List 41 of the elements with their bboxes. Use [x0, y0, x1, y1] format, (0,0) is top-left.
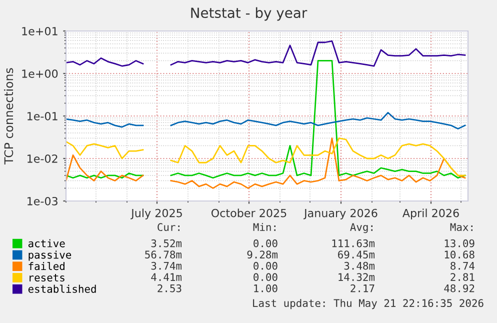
legend-label: resets — [30, 274, 64, 282]
text: 8.74 — [450, 262, 475, 270]
text: 0.00 — [254, 239, 278, 248]
text: 10.68 — [444, 250, 474, 259]
legend-label: passive — [28, 250, 72, 261]
text: Avg: — [350, 223, 372, 234]
text: 3.52m — [151, 239, 182, 248]
text: 56.78m — [145, 250, 182, 259]
text: 14.32m — [338, 273, 375, 282]
legend-label: failed — [28, 262, 64, 270]
text: 3.48m — [344, 262, 375, 270]
text: 69.45m — [338, 250, 375, 259]
y-tick-label: 1e-02 — [28, 154, 58, 163]
text: Max: — [450, 223, 472, 232]
x-tick-label: October 2025 — [211, 208, 286, 218]
y-axis-title: TCP connections — [4, 68, 14, 164]
y-tick-label: 1e+00 — [22, 69, 58, 78]
y-tick-label: 1e+01 — [22, 26, 58, 36]
y-tick-label: 1e-03 — [28, 196, 58, 206]
text: 9.28m — [247, 250, 278, 259]
text: 2.81 — [450, 273, 474, 282]
text: 2.53 — [158, 284, 182, 292]
text: Cur: — [158, 223, 180, 232]
text: Last update: Thu May 21 22:16:35 2026 — [253, 298, 484, 310]
legend-label: established — [28, 284, 96, 293]
text: 48.92 — [444, 284, 474, 292]
text: 0.00 — [254, 273, 278, 282]
x-tick-label: July 2025 — [130, 208, 182, 220]
chart-title: Netstat - by year — [191, 7, 308, 21]
text: 3.74m — [151, 262, 182, 270]
legend-label: active — [28, 239, 65, 248]
x-tick-label: April 2026 — [402, 208, 459, 220]
text: 1.00 — [254, 284, 278, 292]
text: 2.17 — [350, 284, 374, 292]
text: 4.41m — [151, 273, 182, 281]
text: 111.63m — [332, 239, 375, 248]
text: Min: — [253, 222, 276, 231]
x-tick-label: January 2026 — [303, 208, 378, 220]
text: 0.00 — [254, 262, 278, 270]
text: 13.09 — [444, 239, 474, 248]
y-tick-label: 1e-01 — [28, 112, 58, 120]
